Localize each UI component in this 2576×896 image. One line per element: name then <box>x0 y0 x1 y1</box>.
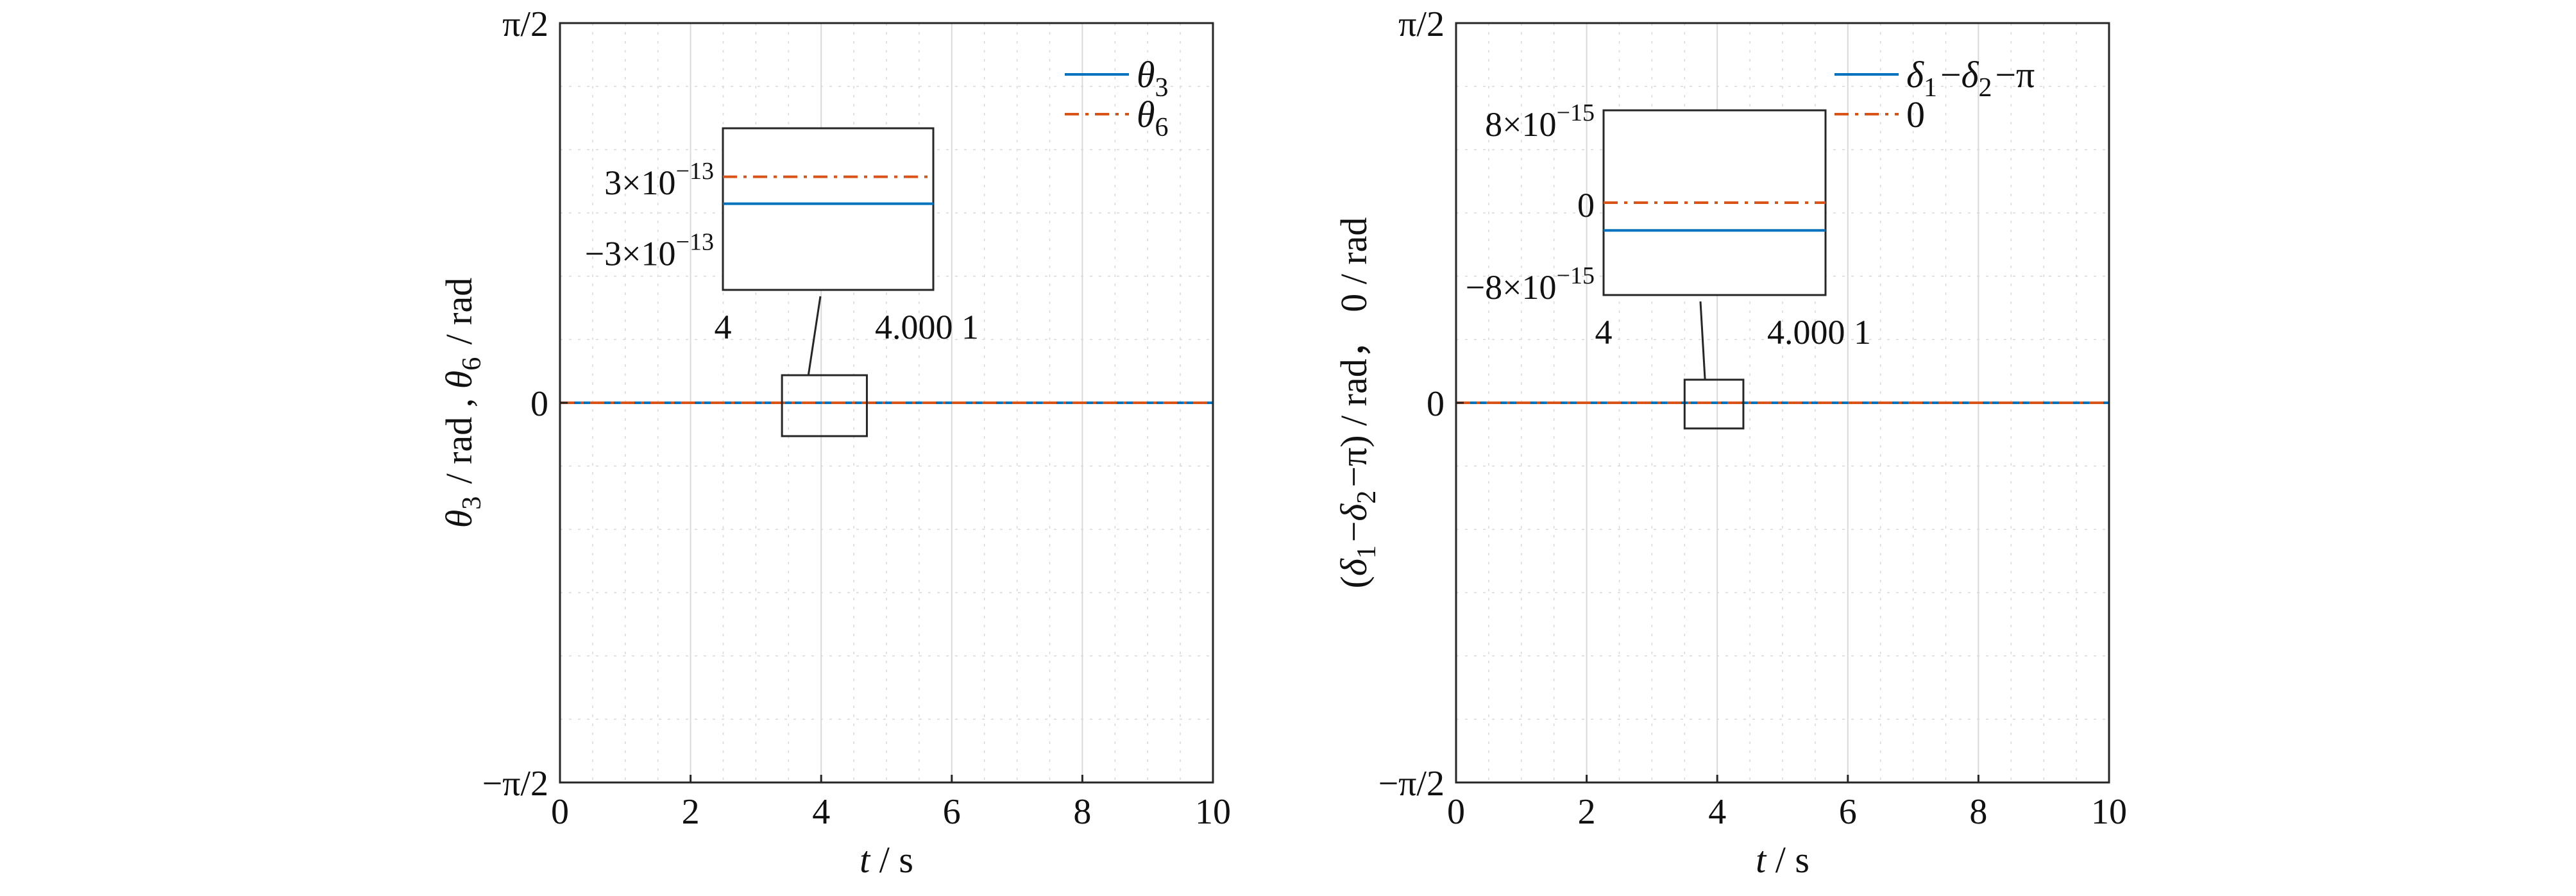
x-axis-label: t / s <box>860 839 913 881</box>
inset-y-tick-label: −8×10−15 <box>1466 262 1595 307</box>
x-tick-label: 4 <box>1708 792 1726 832</box>
inset-x-tick-label: 4.000 1 <box>875 308 979 346</box>
legend-label-1: θ3 <box>1137 54 1171 103</box>
legend-label-2: 0 <box>1906 94 1925 135</box>
x-axis-label: t / s <box>1756 839 1809 881</box>
legend-label-1: δ1 −δ2 −π <box>1906 54 2035 103</box>
y-tick-label: 0 <box>530 384 548 424</box>
chart-panel-left: 0 2 4 6 8 10−π/20π/2t / sθ3 / rad , θ6 / radθ… <box>438 4 1231 881</box>
x-tick-label: 0 <box>551 792 569 832</box>
zoom-connector <box>807 296 822 376</box>
zoom-connector <box>1699 301 1706 380</box>
inset-x-tick-label: 4 <box>715 308 732 346</box>
x-tick-label: 2 <box>1578 792 1596 832</box>
chart-panel-right: 0 2 4 6 8 10−π/20π/2t / s(δ1 −δ2 −π) / rad， 0… <box>1333 4 2127 881</box>
x-tick-label: 8 <box>1073 792 1091 832</box>
inset-x-tick-label: 4.000 1 <box>1767 313 1871 351</box>
y-tick-label: π/2 <box>1398 4 1445 44</box>
legend-label-2: θ6 <box>1137 94 1171 142</box>
y-axis-label: (δ1 −δ2 −π) / rad， 0 / rad <box>1333 217 1382 589</box>
x-tick-label: 10 <box>1195 792 1231 832</box>
x-tick-label: 2 <box>682 792 700 832</box>
inset-y-tick-label: 8×10−15 <box>1485 99 1595 144</box>
x-tick-label: 6 <box>1839 792 1857 832</box>
inset-axes: 3×10−13 −3×10−134 4.000 1 <box>585 127 979 346</box>
y-tick-label: −π/2 <box>482 764 548 804</box>
inset-box <box>722 127 935 291</box>
inset-axes: 8×10−15 0 −8×10−154 4.000 1 <box>1466 99 1871 351</box>
x-tick-label: 10 <box>2091 792 2127 832</box>
x-tick-label: 8 <box>1969 792 1987 832</box>
y-axis-label: θ3 / rad , θ6 / rad <box>438 278 487 528</box>
x-tick-label: 0 <box>1447 792 1465 832</box>
y-tick-label: 0 <box>1427 384 1445 424</box>
y-tick-label: −π/2 <box>1378 764 1445 804</box>
x-tick-label: 6 <box>943 792 961 832</box>
inset-y-tick-label: −3×10−13 <box>585 229 714 273</box>
inset-y-tick-label: 3×10−13 <box>604 158 714 202</box>
zoom-box <box>1683 378 1745 430</box>
y-tick-label: π/2 <box>502 4 548 44</box>
inset-y-tick-label: 0 <box>1577 186 1595 224</box>
x-tick-label: 4 <box>812 792 830 832</box>
inset-x-tick-label: 4 <box>1595 313 1613 351</box>
zoom-box <box>781 374 868 437</box>
